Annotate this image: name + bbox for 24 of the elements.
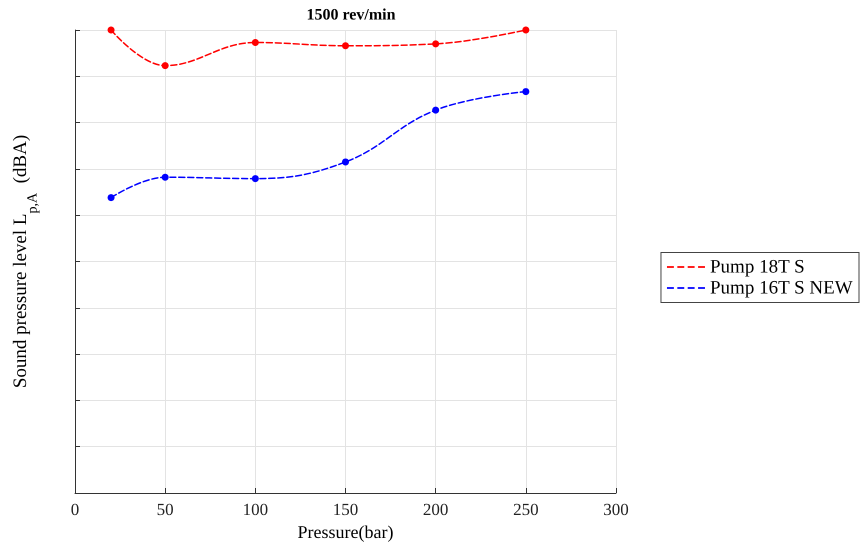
point [522,26,530,34]
point [252,39,259,46]
chart-title: 1500 rev/min [306,6,396,24]
point [342,158,349,166]
y-axis-title: Sound pressure level Lp,A (dBA) [10,134,40,388]
point [162,62,169,70]
x-tick-label: 150 [332,500,358,519]
x-tick-label: 200 [422,500,448,519]
x-tick-label: 50 [156,500,174,519]
point [162,174,169,181]
point [108,26,115,34]
legend-label: Pump 18T S [710,256,805,278]
x-tick-label: 0 [70,500,80,519]
x-axis-title: Pressure(bar) [298,522,394,542]
point [432,106,440,114]
x-tick-label: 250 [513,500,539,519]
legend-label: Pump 16T S NEW [710,278,853,298]
point [108,194,115,202]
x-tick-label: 300 [603,500,629,519]
x-tick-label: 100 [242,500,268,519]
point [342,42,349,50]
point [522,88,530,96]
point [432,40,440,48]
point [252,175,259,182]
